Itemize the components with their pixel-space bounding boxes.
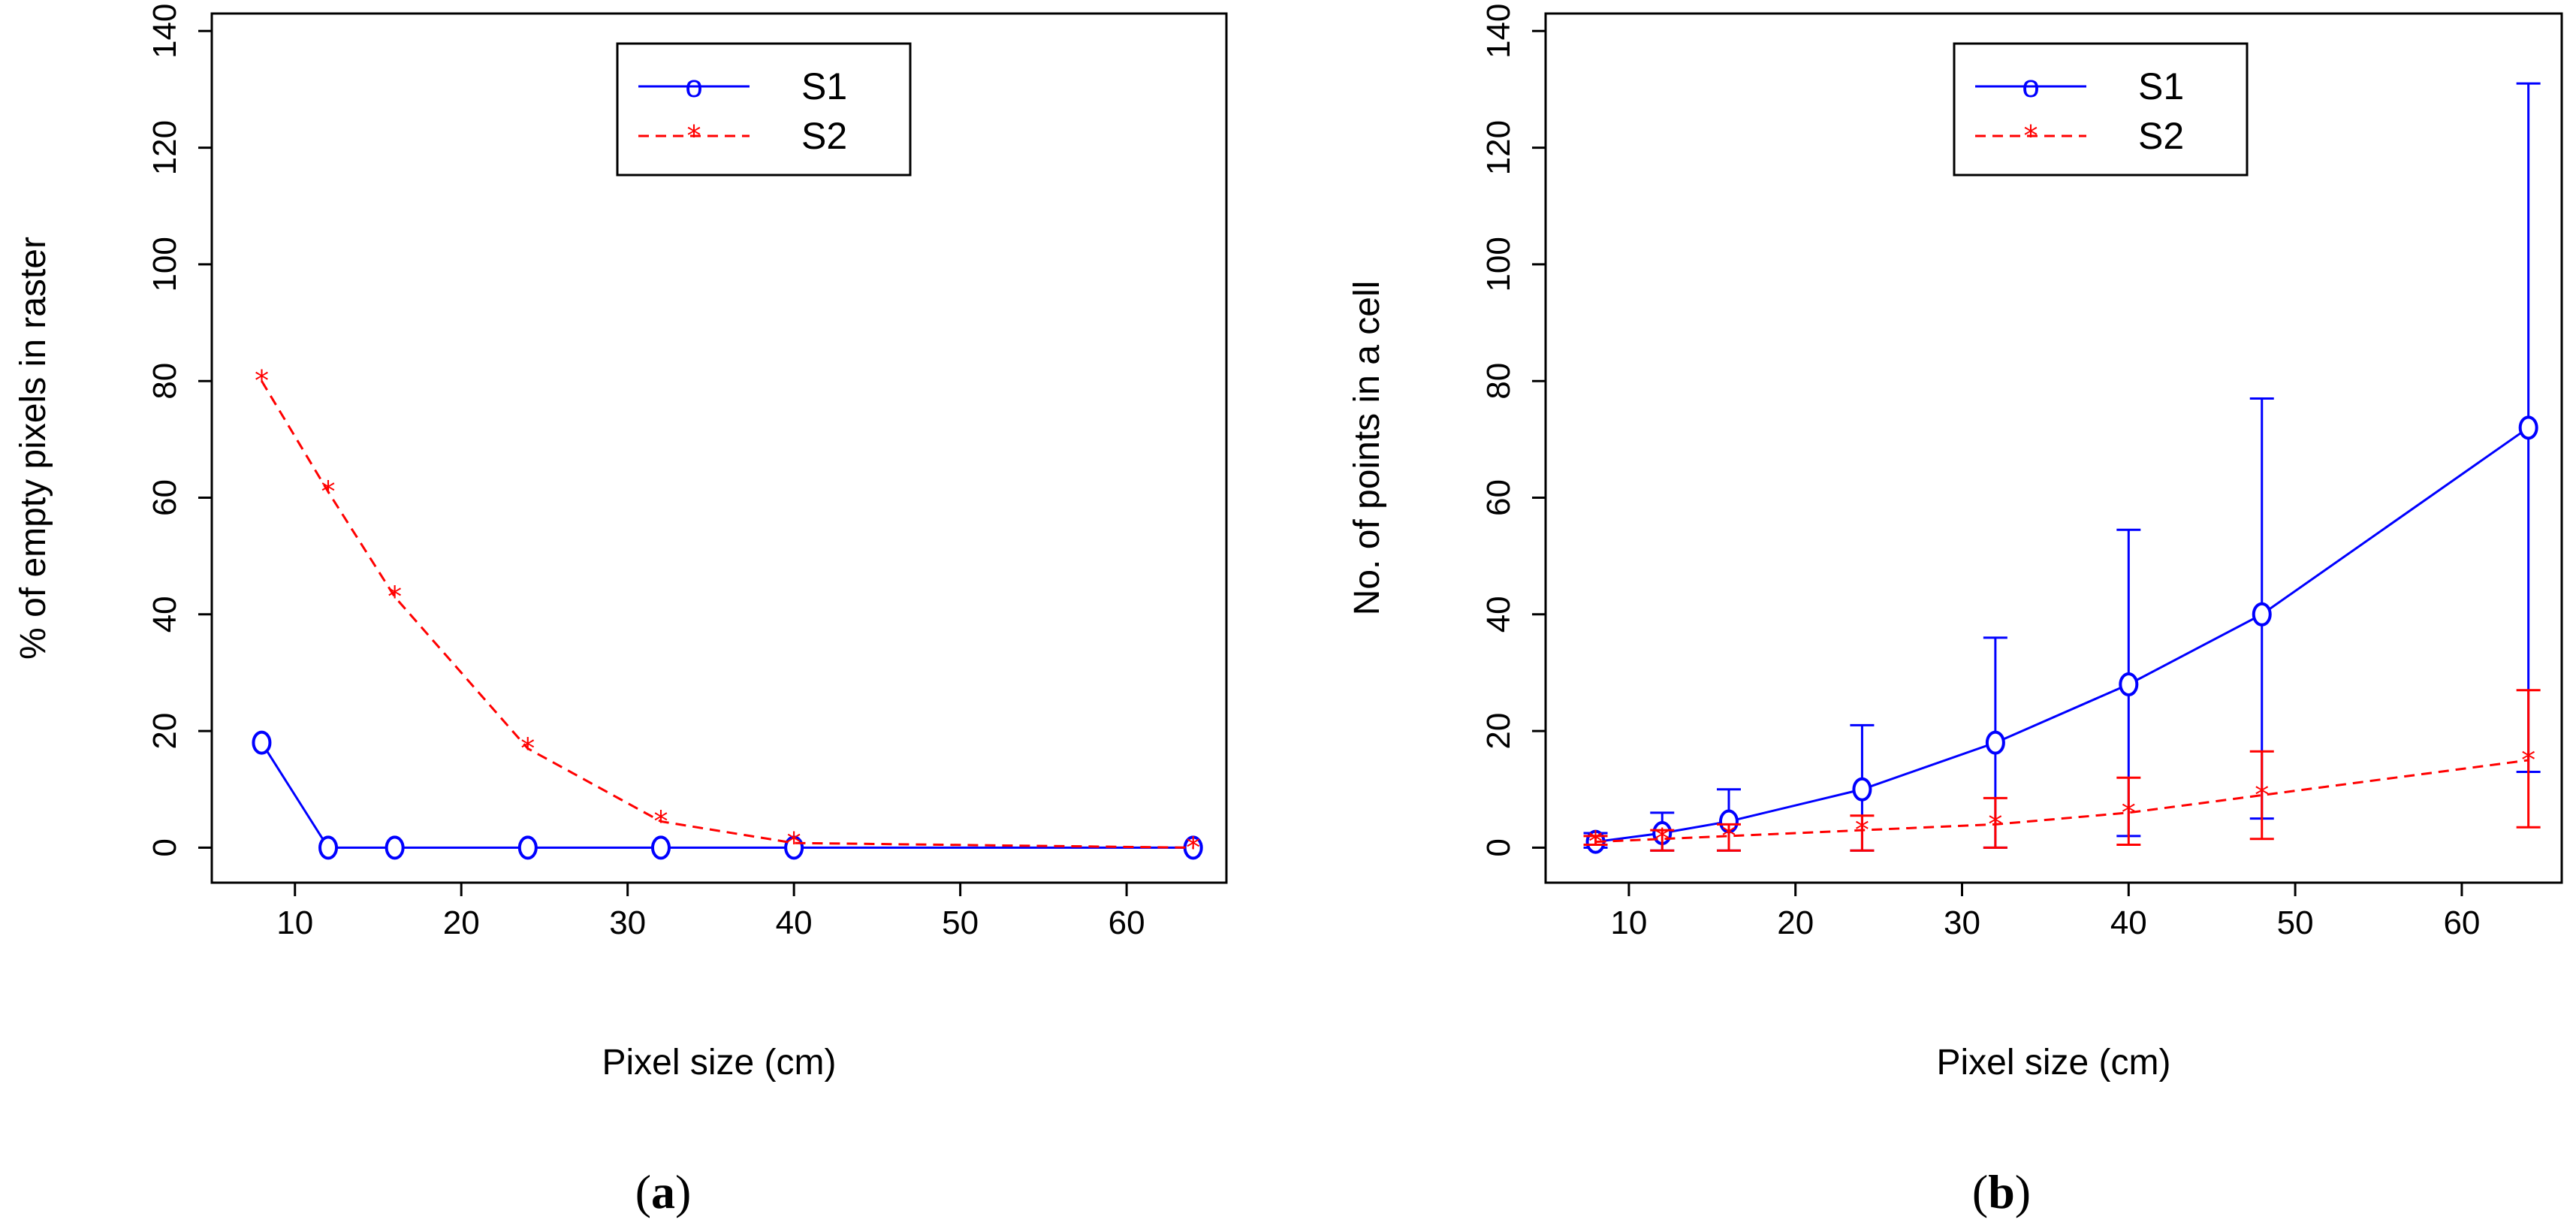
y-tick-label: 60 (1480, 479, 1517, 516)
data-point-s2: * (1855, 814, 1869, 847)
x-tick-label: 10 (276, 904, 313, 941)
panel-b-legend-box (1953, 42, 2249, 177)
y-tick-label: 140 (146, 4, 183, 59)
panel-b-legend-s2-marker: * (2024, 119, 2038, 152)
y-tick-label: 120 (146, 120, 183, 175)
data-point-s2: * (1588, 826, 1603, 859)
y-tick-label: 0 (146, 838, 183, 856)
data-point-s1 (1985, 730, 2005, 755)
panel-a-legend: o S1 * S2 (616, 42, 912, 177)
panel-b-caption-letter: b (1988, 1165, 2015, 1218)
data-point-s2: * (1988, 808, 2002, 841)
data-point-s1 (318, 835, 339, 860)
x-tick-label: 50 (2277, 904, 2314, 941)
panel-a-caption: (a) (635, 1165, 692, 1218)
data-point-s2: * (255, 364, 269, 397)
x-tick-label: 20 (443, 904, 480, 941)
data-point-s2: * (2255, 779, 2269, 812)
data-point-s2: * (653, 805, 668, 838)
x-tick-label: 30 (609, 904, 646, 941)
x-tick-label: 40 (2110, 904, 2147, 941)
data-point-s1 (650, 835, 671, 860)
panel-b-caption: (b) (1972, 1165, 2031, 1218)
data-point-s1 (385, 835, 405, 860)
panel-a-x-axis-label: Pixel size (cm) (602, 1043, 836, 1083)
data-point-s2: * (520, 732, 535, 765)
panel-a-axes: 10 20 30 40 50 60 0 20 40 60 80 100 120 140 (146, 4, 1145, 941)
y-tick-label: 20 (146, 713, 183, 750)
panel-b-chart: 10 20 30 40 50 60 0 20 40 60 80 100 120 140 * * * * * * ** … (1347, 4, 2563, 1218)
y-tick-label: 100 (1480, 237, 1517, 291)
data-point-s2: * (1186, 831, 1200, 864)
x-tick-label: 30 (1944, 904, 1980, 941)
y-tick-label: 40 (1480, 596, 1517, 633)
panel-a-legend-s1-marker: o (685, 68, 702, 104)
data-point-s1 (252, 730, 272, 755)
panel-b-legend: o S1 * S2 (1953, 42, 2249, 177)
y-tick-label: 120 (1480, 120, 1517, 175)
x-tick-label: 40 (776, 904, 813, 941)
y-tick-label: 40 (146, 596, 183, 633)
panel-b-legend-s1-label: S1 (2138, 65, 2184, 107)
panel-b-x-axis-label: Pixel size (cm) (1936, 1043, 2170, 1083)
series-line-s2 (1595, 759, 2529, 844)
data-point-s1 (2252, 602, 2272, 627)
data-point-s2: * (1721, 820, 1736, 853)
data-point-s1 (2119, 672, 2139, 696)
panel-a-caption-letter: a (651, 1165, 675, 1218)
panel-b-plot-frame (1544, 12, 2563, 884)
data-point-s2: * (2521, 744, 2535, 777)
panel-b-legend-s2-label: S2 (2138, 115, 2184, 157)
panel-a-series: * * * * * * * (252, 364, 1203, 864)
data-point-s2: * (1655, 823, 1670, 856)
x-tick-label: 10 (1610, 904, 1647, 941)
y-tick-label: 140 (1480, 4, 1517, 59)
panel-a-legend-s2-label: S2 (801, 115, 847, 157)
panel-a-plot-frame (210, 12, 1228, 884)
panel-b-axes: 10 20 30 40 50 60 0 20 40 60 80 100 120 140 (1480, 4, 2480, 941)
data-point-s1 (1852, 777, 1872, 802)
y-tick-label: 60 (146, 479, 183, 516)
panel-a-legend-s2-marker: * (687, 119, 701, 152)
panel-a-legend-box (616, 42, 912, 177)
panel-b-legend-s1-marker: o (2022, 68, 2039, 104)
x-tick-label: 60 (2443, 904, 2480, 941)
panel-a-chart: 10 20 30 40 50 60 0 20 40 60 80 100 120 140 * * * * * * * P… (14, 4, 1228, 1218)
x-tick-label: 50 (942, 904, 979, 941)
data-point-s2: * (321, 476, 336, 509)
y-tick-label: 100 (146, 237, 183, 291)
y-tick-label: 0 (1480, 838, 1517, 856)
panel-b-series: * * * * * * * * (1583, 82, 2541, 859)
data-point-s2: * (787, 826, 801, 859)
y-tick-label: 20 (1480, 713, 1517, 750)
series-line-s1 (1595, 427, 2529, 844)
data-point-s1 (517, 835, 538, 860)
data-point-s2: * (388, 581, 402, 614)
data-point-s1 (2518, 415, 2538, 440)
panel-a-y-axis-label: % of empty pixels in raster (14, 237, 53, 660)
series-line-s2 (261, 380, 1193, 849)
y-tick-label: 80 (1480, 363, 1517, 400)
data-point-s2: * (2122, 796, 2136, 829)
x-tick-label: 20 (1777, 904, 1814, 941)
panel-a-legend-s1-label: S1 (801, 65, 847, 107)
y-tick-label: 80 (146, 363, 183, 400)
panel-b-y-axis-label: No. of points in a cell (1347, 281, 1387, 616)
x-tick-label: 60 (1109, 904, 1145, 941)
